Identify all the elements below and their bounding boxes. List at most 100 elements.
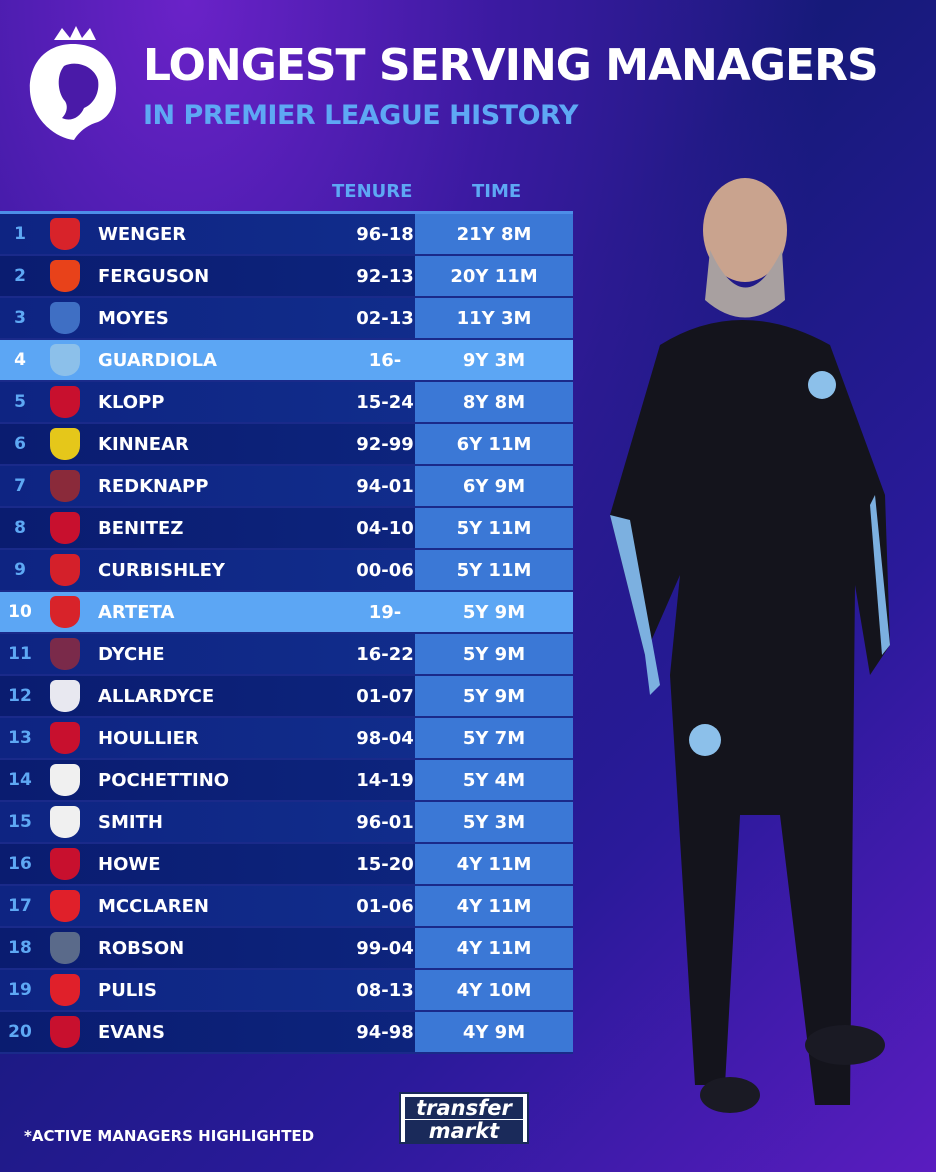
table-row: 7 REDKNAPP 94-01 6Y 9M <box>0 466 573 508</box>
tenure: 19- <box>368 601 402 623</box>
time: 5Y 9M <box>415 592 573 632</box>
tenure: 94-01 <box>356 475 414 497</box>
manager-name: ALLARDYCE <box>98 685 215 707</box>
managers-table: 1 WENGER 96-18 21Y 8M 2 FERGUSON 92-13 20… <box>0 211 573 1054</box>
manager-name: KINNEAR <box>98 433 189 455</box>
club-crest-icon <box>50 680 80 712</box>
manager-name: MCCLAREN <box>98 895 209 917</box>
tenure: 02-13 <box>356 307 414 329</box>
manager-name: ARTETA <box>98 601 175 623</box>
tenure: 98-04 <box>356 727 414 749</box>
rank: 17 <box>8 896 32 916</box>
tenure: 14-19 <box>356 769 414 791</box>
club-crest-icon <box>50 764 80 796</box>
rank: 18 <box>8 938 32 958</box>
rank: 3 <box>14 308 26 328</box>
club-crest-icon <box>50 470 80 502</box>
table-row: 12 ALLARDYCE 01-07 5Y 9M <box>0 676 573 718</box>
rank: 15 <box>8 812 32 832</box>
time: 5Y 9M <box>415 676 573 716</box>
column-header-time: TIME <box>472 181 522 202</box>
time: 4Y 10M <box>415 970 573 1010</box>
page-subtitle: IN PREMIER LEAGUE HISTORY <box>143 100 578 131</box>
club-crest-icon <box>50 806 80 838</box>
footnote: *ACTIVE MANAGERS HIGHLIGHTED <box>24 1127 315 1145</box>
time: 5Y 9M <box>415 634 573 674</box>
time: 11Y 3M <box>415 298 573 338</box>
tenure: 08-13 <box>356 979 414 1001</box>
rank: 7 <box>14 476 26 496</box>
rank: 19 <box>8 980 32 1000</box>
time: 6Y 11M <box>415 424 573 464</box>
table-row: 16 HOWE 15-20 4Y 11M <box>0 844 573 886</box>
tenure: 00-06 <box>356 559 414 581</box>
table-row: 10 ARTETA 19- 5Y 9M <box>0 592 573 634</box>
club-crest-icon <box>50 1016 80 1048</box>
time: 5Y 7M <box>415 718 573 758</box>
time: 6Y 9M <box>415 466 573 506</box>
time: 4Y 11M <box>415 928 573 968</box>
manager-name: FERGUSON <box>98 265 210 287</box>
club-crest-icon <box>50 722 80 754</box>
table-row: 9 CURBISHLEY 00-06 5Y 11M <box>0 550 573 592</box>
club-crest-icon <box>50 890 80 922</box>
table-row: 18 ROBSON 99-04 4Y 11M <box>0 928 573 970</box>
club-crest-icon <box>50 932 80 964</box>
club-crest-icon <box>50 218 80 250</box>
club-crest-icon <box>50 974 80 1006</box>
table-row: 8 BENITEZ 04-10 5Y 11M <box>0 508 573 550</box>
time: 4Y 9M <box>415 1012 573 1052</box>
rank: 13 <box>8 728 32 748</box>
rank: 5 <box>14 392 26 412</box>
rank: 20 <box>8 1022 32 1042</box>
tenure: 94-98 <box>356 1021 414 1043</box>
rank: 4 <box>14 350 26 370</box>
club-crest-icon <box>50 596 80 628</box>
club-crest-icon <box>50 512 80 544</box>
manager-name: MOYES <box>98 307 169 329</box>
table-row: 13 HOULLIER 98-04 5Y 7M <box>0 718 573 760</box>
rank: 10 <box>8 602 32 622</box>
table-row: 19 PULIS 08-13 4Y 10M <box>0 970 573 1012</box>
tenure: 01-07 <box>356 685 414 707</box>
club-crest-icon <box>50 386 80 418</box>
tenure: 04-10 <box>356 517 414 539</box>
manager-name: HOWE <box>98 853 161 875</box>
table-row: 3 MOYES 02-13 11Y 3M <box>0 298 573 340</box>
time: 5Y 3M <box>415 802 573 842</box>
page-title: LONGEST SERVING MANAGERS <box>143 40 879 91</box>
manager-name: SMITH <box>98 811 163 833</box>
time: 5Y 11M <box>415 550 573 590</box>
rank: 12 <box>8 686 32 706</box>
time: 21Y 8M <box>415 214 573 254</box>
time: 5Y 4M <box>415 760 573 800</box>
rank: 2 <box>14 266 26 286</box>
table-row: 11 DYCHE 16-22 5Y 9M <box>0 634 573 676</box>
time: 5Y 11M <box>415 508 573 548</box>
table-row: 17 MCCLAREN 01-06 4Y 11M <box>0 886 573 928</box>
manager-name: HOULLIER <box>98 727 199 749</box>
club-crest-icon <box>50 260 80 292</box>
manager-name: EVANS <box>98 1021 165 1043</box>
club-crest-icon <box>50 554 80 586</box>
tenure: 96-01 <box>356 811 414 833</box>
manager-name: POCHETTINO <box>98 769 230 791</box>
rank: 16 <box>8 854 32 874</box>
rank: 1 <box>14 224 26 244</box>
rank: 14 <box>8 770 32 790</box>
transfermarkt-logo: transfer markt <box>399 1092 529 1144</box>
club-crest-icon <box>50 638 80 670</box>
time: 4Y 11M <box>415 886 573 926</box>
manager-photo <box>610 178 890 1113</box>
club-crest-icon <box>50 302 80 334</box>
manager-name: DYCHE <box>98 643 165 665</box>
club-crest-icon <box>50 428 80 460</box>
rank: 11 <box>8 644 32 664</box>
time: 9Y 3M <box>415 340 573 380</box>
tenure: 15-24 <box>356 391 414 413</box>
manager-name: CURBISHLEY <box>98 559 225 581</box>
tenure: 16-22 <box>356 643 414 665</box>
time: 20Y 11M <box>415 256 573 296</box>
manager-name: ROBSON <box>98 937 185 959</box>
time: 8Y 8M <box>415 382 573 422</box>
